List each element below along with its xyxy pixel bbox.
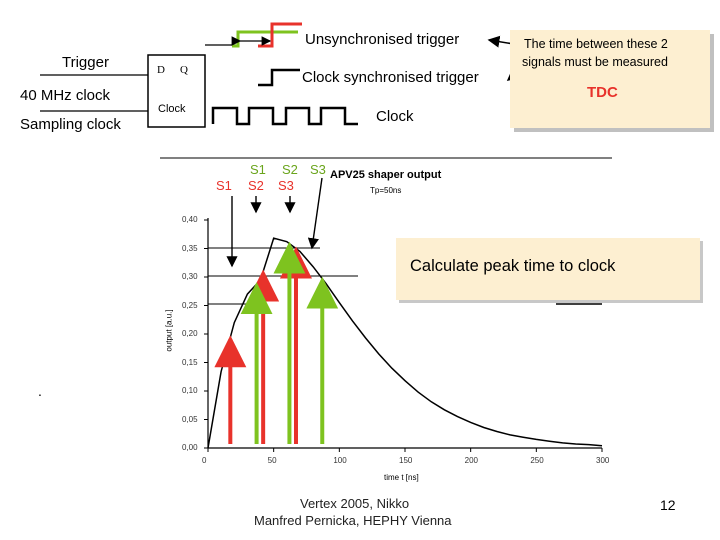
flipflop-clock-label: Clock bbox=[158, 103, 186, 115]
green-s1-label: S1 bbox=[250, 162, 266, 177]
clock-sync-trigger-label: Clock synchronised trigger bbox=[302, 69, 479, 86]
x-tick-label: 0 bbox=[202, 456, 207, 465]
footer-line2: Manfred Pernicka, HEPHY Vienna bbox=[254, 513, 452, 528]
chart-ticks bbox=[204, 219, 603, 452]
chart-x-label: time t [ns] bbox=[384, 473, 419, 482]
y-tick-label: 0,30 bbox=[182, 272, 198, 281]
red-s3-label: S3 bbox=[278, 178, 294, 193]
unsync-trigger-red-waveform bbox=[258, 22, 302, 48]
flipflop-q-label: Q bbox=[180, 64, 188, 76]
green-s2-label: S2 bbox=[282, 162, 298, 177]
stray-dot: . bbox=[38, 383, 42, 399]
y-tick-label: 0,25 bbox=[182, 300, 198, 310]
chart-y-label: output [a.u.] bbox=[164, 309, 174, 352]
tdc-callout-box: The time between these 2 signals must be… bbox=[510, 30, 710, 128]
tdc-text-line2: signals must be measured bbox=[522, 55, 668, 69]
green-s3-label: S3 bbox=[310, 162, 326, 177]
y-tick-label: 0,40 bbox=[182, 215, 198, 224]
chart-title: APV25 shaper output bbox=[330, 169, 442, 181]
red-s2-label: S2 bbox=[248, 178, 264, 193]
y-tick-label: 0,15 bbox=[182, 357, 198, 367]
x-tick-label: 150 bbox=[399, 456, 413, 465]
footer-line1: Vertex 2005, Nikko bbox=[300, 496, 410, 511]
unsync-trigger-label: Unsynchronised trigger bbox=[305, 31, 460, 48]
y-tick-label: 0,20 bbox=[182, 329, 198, 338]
peak-time-text: Calculate peak time to clock bbox=[410, 257, 616, 275]
shaper-output-curve bbox=[207, 237, 603, 449]
flipflop-d-label: D bbox=[157, 64, 165, 76]
y-tick-label: 0,35 bbox=[182, 243, 198, 253]
chart-subtitle: Tp=50ns bbox=[370, 186, 402, 195]
red-s1-label: S1 bbox=[216, 178, 232, 193]
peak-time-callout-box: Calculate peak time to clock bbox=[396, 238, 700, 300]
y-tick-label: 0,00 bbox=[182, 443, 198, 452]
tdc-title: TDC bbox=[587, 84, 618, 101]
trigger-label: Trigger bbox=[62, 54, 109, 71]
unsync-trigger-green-waveform bbox=[232, 30, 298, 48]
y-tick-label: 0,05 bbox=[182, 414, 198, 424]
x-tick-label: 250 bbox=[530, 456, 544, 465]
x-tick-label: 100 bbox=[333, 456, 347, 465]
x-tick-label: 300 bbox=[596, 456, 610, 465]
green-s3-down-arrow bbox=[307, 177, 323, 250]
x-tick-label: 200 bbox=[464, 456, 479, 465]
y-tick-label: 0,10 bbox=[182, 386, 198, 395]
tdc-text-line1: The time between these 2 bbox=[524, 37, 668, 51]
clock-waveform bbox=[211, 106, 358, 126]
clock-sync-trigger-waveform bbox=[258, 68, 300, 87]
x-tick-label: 50 bbox=[267, 456, 277, 465]
sampling-clock-label: Sampling clock bbox=[20, 116, 121, 133]
clock-40mhz-label: 40 MHz clock bbox=[20, 87, 111, 104]
sample-markers bbox=[214, 241, 339, 444]
clock-wave-label: Clock bbox=[376, 108, 414, 125]
page-number: 12 bbox=[660, 497, 676, 513]
d-flipflop-box bbox=[147, 54, 206, 128]
